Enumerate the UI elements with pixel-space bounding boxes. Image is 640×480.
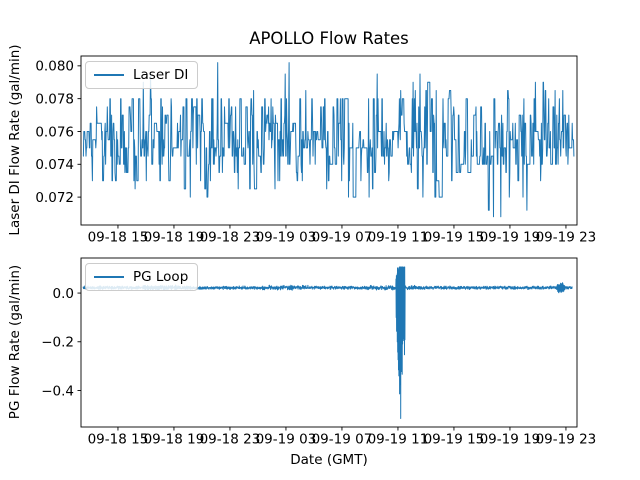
y-tick-label: 0.076 [35, 124, 74, 140]
x-tick-label: 09-18 15 [88, 230, 149, 246]
y-tick-label: 0.072 [35, 190, 74, 206]
laser-di-series-line [82, 62, 575, 218]
x-tick-label: 09-19 15 [424, 432, 485, 448]
y-tick-label: −0.2 [41, 335, 74, 351]
x-tick-label: 09-19 07 [312, 432, 373, 448]
chart-title: APOLLO Flow Rates [249, 29, 409, 48]
laser-di-axes-frame [80, 55, 578, 226]
y-tick-label: 0.074 [35, 157, 74, 173]
x-tick-label: 09-19 07 [312, 230, 373, 246]
x-tick-label: 09-19 15 [424, 230, 485, 246]
x-tick-label: 09-18 15 [88, 432, 149, 448]
legend-line-sample-laser-di [94, 74, 124, 76]
x-tick-label: 09-18 23 [200, 432, 261, 448]
x-tick-label: 09-18 19 [144, 432, 205, 448]
x-tick-label: 09-19 23 [536, 230, 597, 246]
y-tick-label: −0.4 [41, 383, 74, 399]
x-tick-label: 09-19 03 [256, 230, 317, 246]
x-tick-label: 09-18 23 [200, 230, 261, 246]
x-tick-label: 09-19 23 [536, 432, 597, 448]
x-tick-label: 09-19 19 [480, 432, 541, 448]
y-tick-label: 0.078 [35, 91, 74, 107]
x-tick-label: 09-18 19 [144, 230, 205, 246]
x-tick-label: 09-19 11 [368, 230, 429, 246]
legend-label-laser-di: Laser DI [133, 67, 189, 83]
legend-line-sample-pg-loop [94, 276, 124, 278]
x-tick-label: 09-19 19 [480, 230, 541, 246]
x-tick-label: 09-19 11 [368, 432, 429, 448]
y-tick-label: 0.0 [53, 286, 74, 302]
legend-label-pg-loop: PG Loop [133, 269, 189, 285]
pg-loop-axes-frame [80, 257, 578, 428]
legend-pg-loop: PG Loop [85, 263, 199, 291]
x-axis-label: Date (GMT) [290, 452, 368, 468]
legend-laser-di: Laser DI [85, 61, 199, 89]
x-tick-label: 09-19 03 [256, 432, 317, 448]
y-tick-label: 0.080 [35, 59, 74, 75]
